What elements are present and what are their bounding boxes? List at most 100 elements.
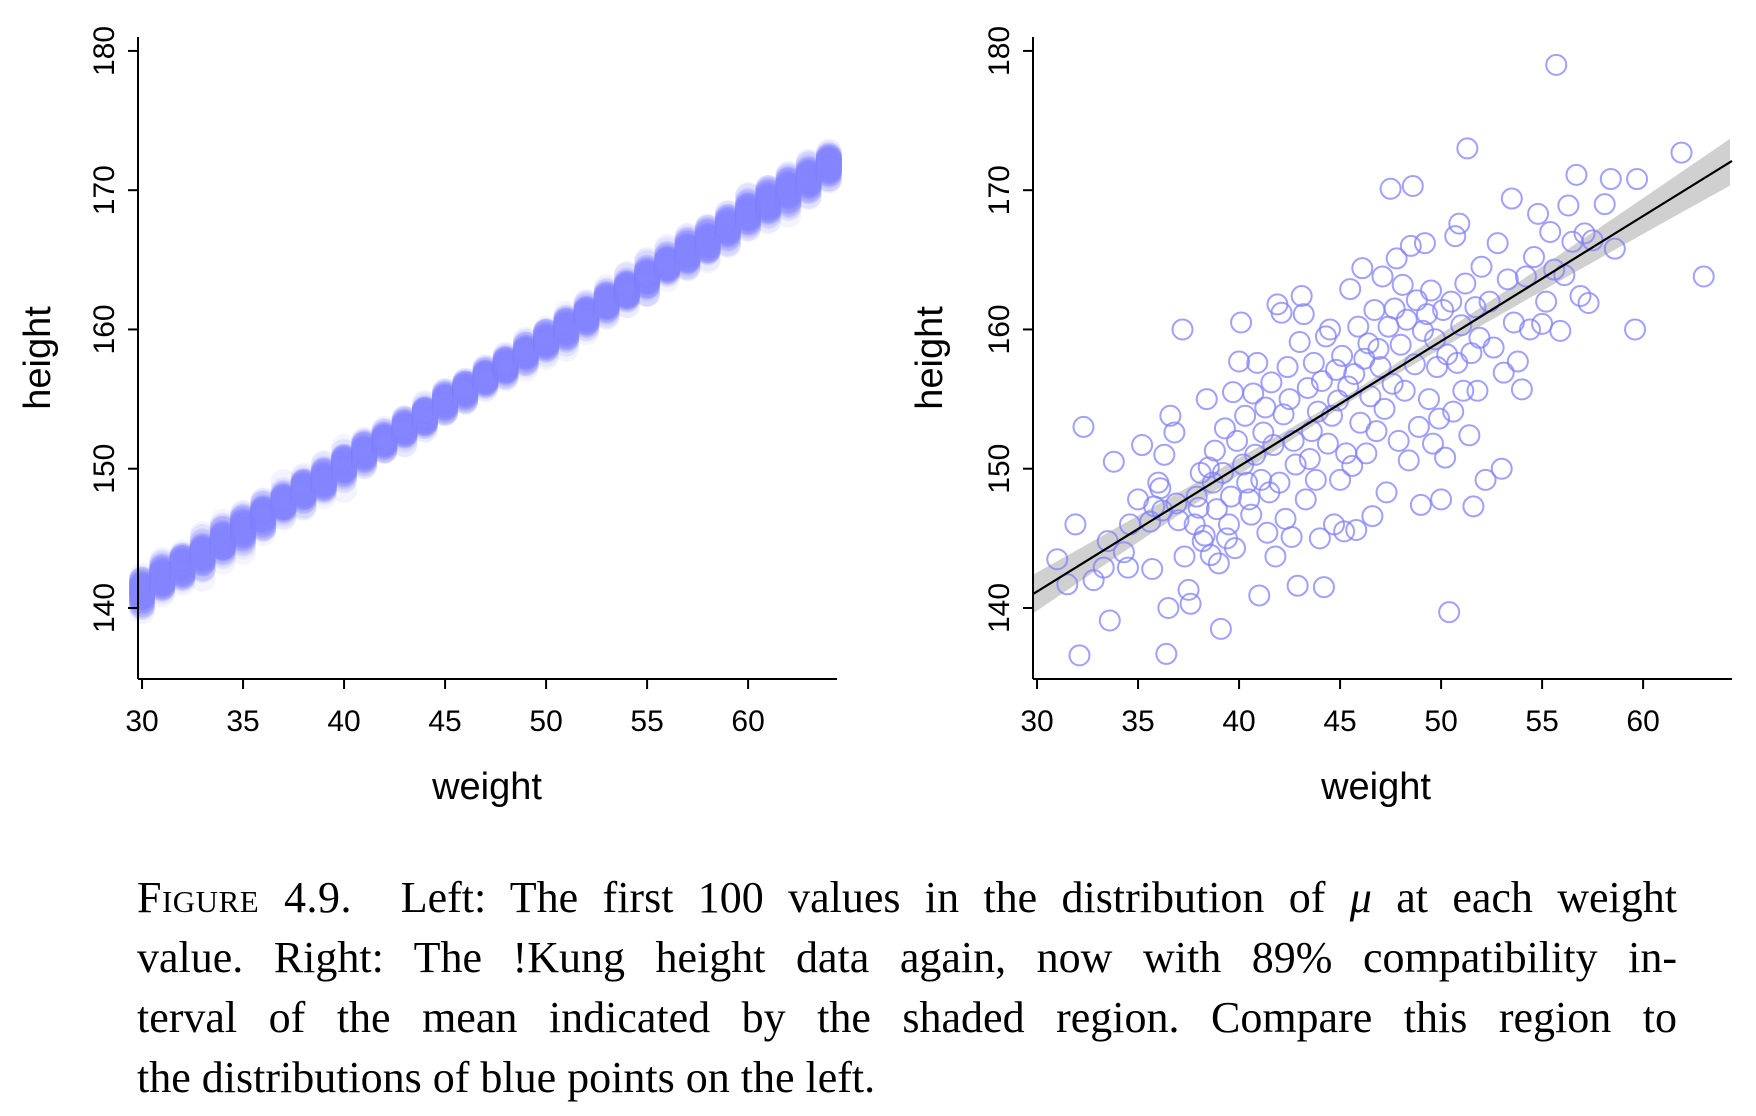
- mu-sample-point: [230, 518, 257, 545]
- height-data-point: [1692, 265, 1715, 288]
- mu-sample-point: [129, 580, 156, 607]
- mu-sample-point: [230, 508, 257, 535]
- mu-sample-point: [149, 552, 176, 579]
- mu-sample-point: [149, 564, 176, 591]
- mu-sample-point: [169, 552, 196, 579]
- caption-text-1-end: at each weight: [1371, 873, 1678, 922]
- mu-sample-point: [189, 543, 216, 570]
- mu-sample-point: [169, 550, 196, 577]
- mu-sample-point: [250, 494, 277, 521]
- mu-sample-point: [149, 581, 176, 608]
- left-x-tick-label: 40: [327, 705, 360, 738]
- mu-sample-point: [129, 575, 156, 602]
- mu-sample-point: [189, 536, 216, 563]
- mu-sample-point: [209, 526, 236, 553]
- mu-sample-point: [270, 498, 297, 525]
- mu-sample-point: [149, 559, 176, 586]
- mu-sample-point: [209, 519, 236, 546]
- mu-sample-point: [209, 533, 236, 560]
- mu-sample-point: [129, 581, 156, 608]
- mu-sample-point: [129, 581, 156, 608]
- mu-sample-point: [270, 496, 297, 523]
- mu-sample-point: [149, 556, 176, 583]
- mu-sample-point: [169, 551, 196, 578]
- mu-sample-point: [209, 520, 236, 547]
- mu-sample-point: [169, 563, 196, 590]
- mu-sample-point: [189, 534, 216, 561]
- mu-sample-point: [129, 562, 156, 589]
- mu-sample-point: [230, 516, 257, 543]
- mu-sample-point: [189, 544, 216, 571]
- mu-sample-point: [129, 582, 156, 609]
- mu-sample-point: [230, 505, 257, 532]
- mu-sample-point: [189, 537, 216, 564]
- mu-sample-point: [149, 569, 176, 596]
- height-data-point: [1222, 381, 1245, 404]
- mu-sample-point: [129, 584, 156, 611]
- height-data-point: [1318, 318, 1341, 341]
- mu-sample-point: [270, 500, 297, 527]
- mu-sample-point: [189, 537, 216, 564]
- mu-sample-point: [270, 485, 297, 512]
- mu-sample-point: [149, 563, 176, 590]
- mu-sample-point: [209, 539, 236, 566]
- mu-sample-point: [230, 516, 257, 543]
- height-data-point: [1228, 350, 1251, 373]
- mu-sample-point: [209, 529, 236, 556]
- height-data-point: [1064, 513, 1087, 536]
- mu-sample-point: [209, 528, 236, 555]
- mu-sample-point: [250, 512, 277, 539]
- mu-sample-point: [149, 570, 176, 597]
- mu-sample-point: [129, 575, 156, 602]
- mu-sample-point: [270, 489, 297, 516]
- mu-sample-point: [169, 543, 196, 570]
- mu-sample-point: [169, 559, 196, 586]
- mu-sample-point: [270, 487, 297, 514]
- mu-sample-point: [250, 502, 277, 529]
- mu-sample-point: [270, 484, 297, 511]
- mu-sample-point: [230, 499, 257, 526]
- mu-sample-point: [270, 494, 297, 521]
- mu-sample-point: [250, 493, 277, 520]
- mu-sample-point: [230, 516, 257, 543]
- mu-sample-point: [169, 553, 196, 580]
- mu-sample-point: [169, 555, 196, 582]
- height-data-point: [1256, 521, 1279, 544]
- mu-sample-point: [149, 570, 176, 597]
- mu-sample-point: [169, 553, 196, 580]
- mu-sample-point: [270, 494, 297, 521]
- mu-sample-point: [230, 518, 257, 545]
- mu-sample-point: [209, 536, 236, 563]
- mu-sample-point: [290, 486, 317, 513]
- mu-sample-point: [230, 506, 257, 533]
- mu-sample-point: [250, 496, 277, 523]
- mu-sample-point: [270, 482, 297, 509]
- mu-sample-point: [149, 573, 176, 600]
- mu-sample-point: [129, 583, 156, 610]
- mu-sample-point: [230, 517, 257, 544]
- mu-sample-point: [169, 559, 196, 586]
- mu-sample-point: [270, 482, 297, 509]
- mu-sample-point: [189, 549, 216, 576]
- mu-sample-point: [149, 568, 176, 595]
- height-data-point: [1248, 584, 1271, 607]
- mu-sample-point: [169, 561, 196, 588]
- mu-sample-point: [290, 480, 317, 507]
- mu-sample-point: [169, 552, 196, 579]
- mu-sample-point: [290, 475, 317, 502]
- mu-sample-point: [230, 509, 257, 536]
- mu-sample-point: [149, 565, 176, 592]
- mu-sample-point: [230, 524, 257, 551]
- height-data-point: [1294, 488, 1317, 511]
- mu-sample-point: [129, 592, 156, 619]
- mu-sample-point: [230, 518, 257, 545]
- mu-sample-point: [129, 593, 156, 620]
- mu-sample-point: [250, 502, 277, 529]
- mu-sample-point: [270, 485, 297, 512]
- mu-sample-point: [129, 573, 156, 600]
- mu-sample-point: [290, 473, 317, 500]
- mu-sample-point: [209, 527, 236, 554]
- mu-sample-point: [189, 555, 216, 582]
- mu-sample-point: [209, 534, 236, 561]
- mu-sample-point: [270, 494, 297, 521]
